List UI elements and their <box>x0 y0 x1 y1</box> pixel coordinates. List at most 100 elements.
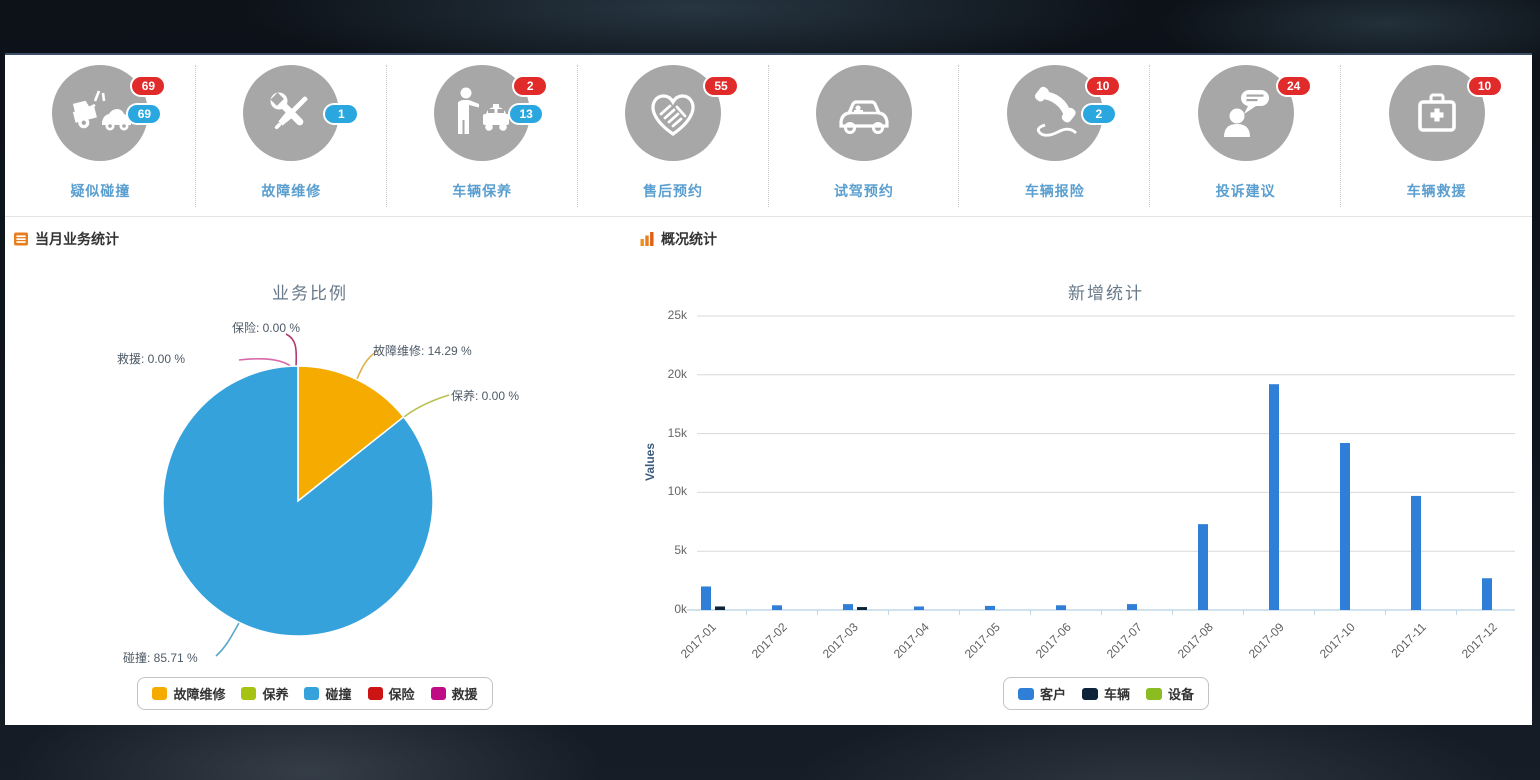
bar-车辆-2017-03[interactable] <box>857 607 867 610</box>
legend-label: 碰撞 <box>325 687 352 702</box>
bar-客户-2017-12[interactable] <box>1482 578 1492 610</box>
bar-客户-2017-04[interactable] <box>914 606 924 610</box>
pie-slice-故障维修[interactable] <box>297 365 405 503</box>
bar-客户-2017-11[interactable] <box>1411 495 1421 610</box>
legend-swatch <box>430 687 446 700</box>
quick-action-6[interactable]: 10 2 车辆报险 <box>959 55 1151 215</box>
handshake-heart-icon: 55 <box>625 65 738 161</box>
quick-action-label: 车辆报险 <box>1024 183 1085 199</box>
bar-客户-2017-09[interactable] <box>1269 384 1279 610</box>
badge-blue: 1 <box>325 105 358 123</box>
bar-客户-2017-07[interactable] <box>1127 604 1137 610</box>
bar-legend-item-设备[interactable]: 设备 <box>1146 684 1194 703</box>
quick-action-3[interactable]: 2 13 车辆保养 <box>387 55 578 215</box>
y-tick-label: 25k <box>667 308 687 322</box>
y-tick-label: 0k <box>674 602 687 616</box>
pie-chart <box>162 333 450 657</box>
monthly-business-section: 当月业务统计 业务比例 保险: 0.00 % 救援: 0.00 % 故障维修: … <box>5 217 625 727</box>
pie-legend-item-救援[interactable]: 救援 <box>430 684 478 703</box>
pie-label-insurance: 保险: 0.00 % <box>231 321 300 335</box>
bar-客户-2017-02[interactable] <box>772 605 782 610</box>
pie-legend-item-故障维修[interactable]: 故障维修 <box>152 684 225 703</box>
quick-action-label: 试驾预约 <box>833 183 894 199</box>
badge-red: 2 <box>514 77 547 95</box>
pie-legend: 故障维修 保养 碰撞 保险 救援 <box>5 677 625 710</box>
legend-swatch <box>367 687 383 700</box>
badge-red: 24 <box>1277 77 1310 95</box>
bar-车辆-2017-01[interactable] <box>715 606 725 610</box>
quick-action-7[interactable]: 24 投诉建议 <box>1150 55 1342 215</box>
pie-label-rescue: 救援: 0.00 % <box>117 352 186 366</box>
legend-swatch <box>1146 687 1162 700</box>
quick-actions-row: 69 69 疑似碰撞 1 故障维修 2 13 车辆保养 55 售后预约 试驾预约 10 2 车辆… <box>5 55 1532 215</box>
y-tick-label: 10k <box>667 484 687 499</box>
quick-action-label: 故障维修 <box>261 183 322 199</box>
badge-red: 69 <box>132 77 165 95</box>
legend-swatch <box>1017 687 1034 700</box>
legend-label: 保养 <box>262 687 289 702</box>
quick-action-8[interactable]: 10 车辆救援 <box>1341 55 1532 215</box>
bar-legend-item-客户[interactable]: 客户 <box>1017 684 1066 703</box>
quick-action-label: 投诉建议 <box>1215 183 1276 199</box>
section-title-left: 当月业务统计 <box>35 231 119 247</box>
quick-action-2[interactable]: 1 故障维修 <box>196 55 387 215</box>
bar-legend: 客户 车辆 设备 <box>697 677 1515 710</box>
section-title-right: 概况统计 <box>661 231 717 247</box>
quick-action-4[interactable]: 55 售后预约 <box>578 55 769 215</box>
y-tick-label: 20k <box>667 366 687 381</box>
bar-legend-item-车辆[interactable]: 车辆 <box>1081 684 1130 703</box>
badge-red: 10 <box>1086 77 1119 95</box>
legend-swatch <box>1081 687 1098 700</box>
calendar-grid-icon <box>14 232 28 246</box>
bar-客户-2017-08[interactable] <box>1198 524 1208 610</box>
bar-客户-2017-03[interactable] <box>843 604 853 610</box>
quick-action-1[interactable]: 69 69 疑似碰撞 <box>5 55 196 215</box>
quick-action-5[interactable]: 试驾预约 <box>769 55 960 215</box>
phone-handset-icon: 10 2 <box>1006 65 1119 161</box>
badge-red: 10 <box>1468 77 1501 95</box>
quick-action-label: 车辆救援 <box>1406 183 1467 199</box>
legend-label: 故障维修 <box>173 687 226 702</box>
overview-section: 概况统计 新增统计 Values 0k 5k 10k 15k 20k 25k 2017-0… <box>625 217 1532 727</box>
quick-action-label: 疑似碰撞 <box>70 183 131 199</box>
charts-area: 当月业务统计 业务比例 保险: 0.00 % 救援: 0.00 % 故障维修: … <box>5 217 1532 727</box>
pie-label-collision: 碰撞: 85.71 % <box>123 651 198 665</box>
car-collision-icon: 69 69 <box>52 65 165 161</box>
legend-label: 设备 <box>1168 687 1195 702</box>
bar-客户-2017-10[interactable] <box>1340 443 1350 610</box>
badge-blue: 69 <box>128 105 161 123</box>
bar-客户-2017-01[interactable] <box>701 586 711 610</box>
car-icon <box>815 65 912 161</box>
badge-blue: 13 <box>510 105 543 123</box>
quick-action-label: 售后预约 <box>643 183 704 199</box>
quick-action-label: 车辆保养 <box>452 183 513 199</box>
badge-red: 55 <box>705 77 738 95</box>
pie-label-repair: 故障维修: 14.29 % <box>373 344 472 358</box>
pie-label-maintenance: 保养: 0.00 % <box>451 389 520 403</box>
pie-legend-item-碰撞[interactable]: 碰撞 <box>304 684 352 703</box>
legend-swatch <box>152 687 168 700</box>
monthly-business-header: 当月业务统计 <box>13 229 119 249</box>
person-taxi-icon: 2 13 <box>434 65 547 161</box>
legend-label: 客户 <box>1039 687 1066 702</box>
legend-swatch <box>241 687 257 700</box>
bar-chart <box>687 315 1515 615</box>
y-tick-label: 15k <box>667 425 687 440</box>
pie-chart-title: 业务比例 <box>272 284 348 303</box>
legend-label: 保险 <box>388 687 415 702</box>
dashboard-panel: 69 69 疑似碰撞 1 故障维修 2 13 车辆保养 55 售后预约 试驾预约 10 2 车辆… <box>5 53 1532 725</box>
pie-legend-item-保养[interactable]: 保养 <box>241 684 288 703</box>
section-divider <box>5 216 1532 217</box>
legend-label: 车辆 <box>1103 687 1130 702</box>
bar-客户-2017-06[interactable] <box>1056 605 1066 610</box>
y-tick-label: 5k <box>674 543 687 558</box>
legend-swatch <box>304 687 320 700</box>
badge-blue: 2 <box>1082 105 1115 123</box>
overview-header: 概况统计 <box>639 229 717 249</box>
bar-chart-icon <box>640 232 654 246</box>
bar-客户-2017-05[interactable] <box>985 605 995 610</box>
legend-label: 救援 <box>451 687 478 702</box>
bar-chart-title: 新增统计 <box>1068 284 1144 303</box>
pie-legend-item-保险[interactable]: 保险 <box>367 684 415 703</box>
pie-slice-碰撞[interactable] <box>162 365 434 637</box>
